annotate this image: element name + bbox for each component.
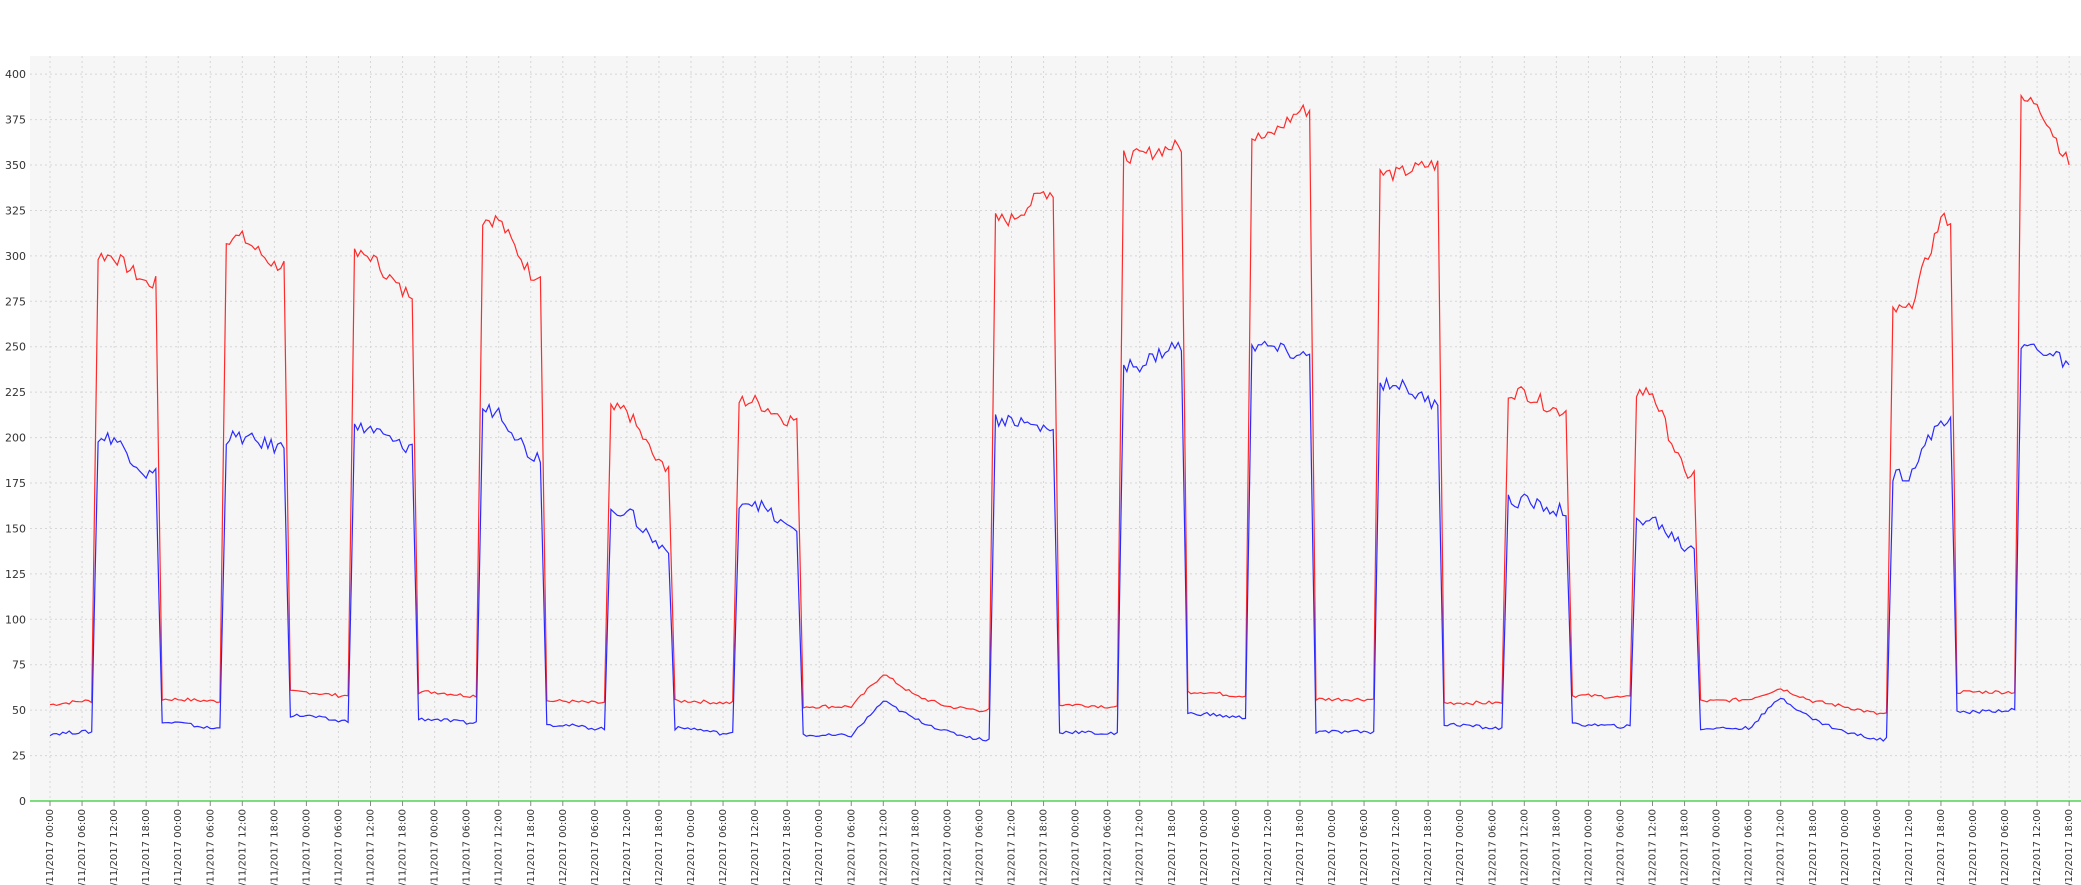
y-tick-label: 250 <box>5 341 26 354</box>
y-tick-label: 200 <box>5 432 26 445</box>
x-tick-label: 03/12/2017 18:00 <box>910 809 921 885</box>
y-tick-label: 125 <box>5 568 26 581</box>
x-tick-label: 06/12/2017 12:00 <box>1263 809 1274 885</box>
x-tick-label: 02/12/2017 00:00 <box>686 809 697 885</box>
x-tick-label: 05/12/2017 18:00 <box>1167 809 1178 885</box>
x-tick-label: 29/11/2017 00:00 <box>301 809 312 885</box>
x-tick-label: 04/12/2017 18:00 <box>1039 809 1050 885</box>
y-tick-label: 150 <box>5 522 26 535</box>
x-tick-label: 12/12/2017 12:00 <box>2032 809 2043 885</box>
x-tick-label: 12/12/2017 06:00 <box>2000 809 2011 885</box>
x-tick-label: 07/12/2017 06:00 <box>1359 809 1370 885</box>
x-tick-label: 11/12/2017 00:00 <box>1840 809 1851 885</box>
plot-background <box>30 56 2081 801</box>
x-tick-label: 03/12/2017 06:00 <box>846 809 857 885</box>
x-tick-label: 27/11/2017 18:00 <box>141 809 152 885</box>
x-tick-label: 29/11/2017 06:00 <box>333 809 344 885</box>
y-tick-label: 375 <box>5 114 26 127</box>
x-tick-label: 05/12/2017 06:00 <box>1103 809 1114 885</box>
grid <box>30 56 2081 802</box>
x-tick-label: 05/12/2017 00:00 <box>1071 809 1082 885</box>
x-tick-label: 11/12/2017 06:00 <box>1872 809 1883 885</box>
x-tick-label: 06/12/2017 06:00 <box>1231 809 1242 885</box>
x-tick-label: 09/12/2017 06:00 <box>1615 809 1626 885</box>
series-line-2 <box>49 340 2070 742</box>
x-tick-label: 04/12/2017 06:00 <box>974 809 985 885</box>
series-layer <box>49 93 2070 742</box>
x-tick-label: 27/11/2017 12:00 <box>109 809 120 885</box>
x-tick-label: 28/11/2017 06:00 <box>205 809 216 885</box>
y-tick-label: 325 <box>5 204 26 217</box>
x-tick-label: 09/12/2017 12:00 <box>1648 809 1659 885</box>
x-tick-label: 27/11/2017 00:00 <box>45 809 56 885</box>
x-tick-label: 01/12/2017 06:00 <box>590 809 601 885</box>
x-tick-label: 29/11/2017 18:00 <box>398 809 409 885</box>
x-tick-label: 03/12/2017 12:00 <box>878 809 889 885</box>
x-tick-label: 28/11/2017 00:00 <box>173 809 184 885</box>
x-tick-label: 08/12/2017 06:00 <box>1487 809 1498 885</box>
y-tick-label: 275 <box>5 295 26 308</box>
x-axis: 27/11/2017 00:00 27/11/2017 06:00 27/11/20… <box>45 801 2075 885</box>
y-axis: 0 25 50 75 100 125 150 175 200 225 250 275 300 325 350… <box>5 68 26 808</box>
x-tick-label: 02/12/2017 12:00 <box>750 809 761 885</box>
y-tick-label: 75 <box>12 659 26 672</box>
x-tick-label: 01/12/2017 18:00 <box>654 809 665 885</box>
x-tick-label: 11/12/2017 18:00 <box>1936 809 1947 885</box>
x-tick-label: 10/12/2017 00:00 <box>1712 809 1723 885</box>
x-tick-label: 03/12/2017 00:00 <box>814 809 825 885</box>
x-tick-label: 07/12/2017 00:00 <box>1327 809 1338 885</box>
x-tick-label: 12/12/2017 00:00 <box>1968 809 1979 885</box>
x-tick-label: 29/11/2017 12:00 <box>366 809 377 885</box>
y-tick-label: 300 <box>5 250 26 263</box>
x-tick-label: 30/11/2017 00:00 <box>430 809 441 885</box>
x-tick-label: 02/12/2017 18:00 <box>782 809 793 885</box>
x-tick-label: 27/11/2017 06:00 <box>77 809 88 885</box>
x-tick-label: 08/12/2017 18:00 <box>1551 809 1562 885</box>
x-tick-label: 04/12/2017 12:00 <box>1007 809 1018 885</box>
x-tick-label: 06/12/2017 00:00 <box>1199 809 1210 885</box>
x-tick-label: 05/12/2017 12:00 <box>1135 809 1146 885</box>
x-tick-label: 06/12/2017 18:00 <box>1295 809 1306 885</box>
x-tick-label: 12/12/2017 18:00 <box>2064 809 2075 885</box>
x-tick-label: 08/12/2017 12:00 <box>1519 809 1530 885</box>
x-tick-label: 08/12/2017 00:00 <box>1455 809 1466 885</box>
y-tick-label: 0 <box>19 795 26 808</box>
x-tick-label: 02/12/2017 06:00 <box>718 809 729 885</box>
x-tick-label: 01/12/2017 00:00 <box>558 809 569 885</box>
y-tick-label: 175 <box>5 477 26 490</box>
x-tick-label: 01/12/2017 12:00 <box>622 809 633 885</box>
x-tick-label: 09/12/2017 00:00 <box>1583 809 1594 885</box>
y-tick-label: 225 <box>5 386 26 399</box>
y-tick-label: 400 <box>5 68 26 81</box>
x-tick-label: 04/12/2017 00:00 <box>942 809 953 885</box>
x-tick-label: 30/11/2017 12:00 <box>494 809 505 885</box>
x-tick-label: 07/12/2017 12:00 <box>1391 809 1402 885</box>
x-tick-label: 30/11/2017 06:00 <box>462 809 473 885</box>
y-tick-label: 25 <box>12 750 26 763</box>
x-tick-label: 10/12/2017 12:00 <box>1776 809 1787 885</box>
x-tick-label: 09/12/2017 18:00 <box>1680 809 1691 885</box>
x-tick-label: 10/12/2017 06:00 <box>1744 809 1755 885</box>
y-tick-label: 350 <box>5 159 26 172</box>
x-tick-label: 28/11/2017 18:00 <box>269 809 280 885</box>
x-tick-label: 28/11/2017 12:00 <box>237 809 248 885</box>
y-tick-label: 100 <box>5 613 26 626</box>
x-tick-label: 11/12/2017 12:00 <box>1904 809 1915 885</box>
x-tick-label: 10/12/2017 18:00 <box>1808 809 1819 885</box>
x-tick-label: 30/11/2017 18:00 <box>526 809 537 885</box>
y-tick-label: 50 <box>12 704 26 717</box>
x-tick-label: 07/12/2017 18:00 <box>1423 809 1434 885</box>
